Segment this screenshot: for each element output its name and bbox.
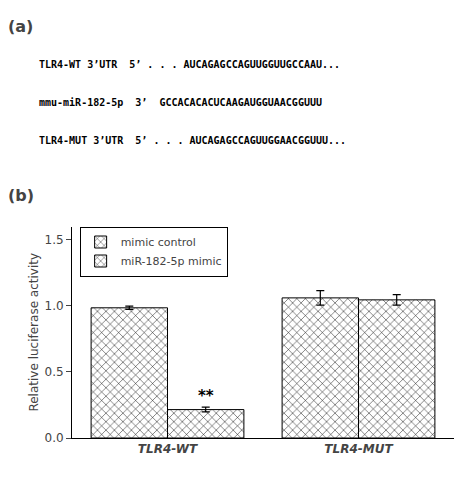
svg-text:TLR4-WT: TLR4-WT xyxy=(138,442,198,456)
svg-text:miR-182-5p mimic: miR-182-5p mimic xyxy=(121,255,222,268)
svg-text:mimic control: mimic control xyxy=(121,236,196,249)
svg-text:TLR4-WT 3’UTR 5’ . . . AUCAGA: TLR4-WT 3’UTR 5’ . . . AUCAGAGCCAGUUGGUU… xyxy=(39,59,340,70)
svg-text:**: ** xyxy=(198,387,214,405)
svg-text:mmu-miR-182-5p 3’ GCCACACACU: mmu-miR-182-5p 3’ GCCACACACUCAAGAUGGUAAC… xyxy=(39,97,322,108)
svg-text:0.5: 0.5 xyxy=(45,365,64,379)
svg-text:(b): (b) xyxy=(8,186,34,205)
svg-text:TLR4-MUT 3’UTR 5’ . . . AUCAG: TLR4-MUT 3’UTR 5’ . . . AUCAGAGCCAGUUGGA… xyxy=(39,135,346,146)
svg-text:1.0: 1.0 xyxy=(45,299,64,313)
svg-text:(a): (a) xyxy=(8,17,33,36)
svg-text:TLR4-MUT: TLR4-MUT xyxy=(324,442,393,456)
svg-text:1.5: 1.5 xyxy=(45,233,64,247)
svg-text:Relative luciferase activity: Relative luciferase activity xyxy=(27,253,41,412)
svg-text:0.0: 0.0 xyxy=(45,431,64,445)
